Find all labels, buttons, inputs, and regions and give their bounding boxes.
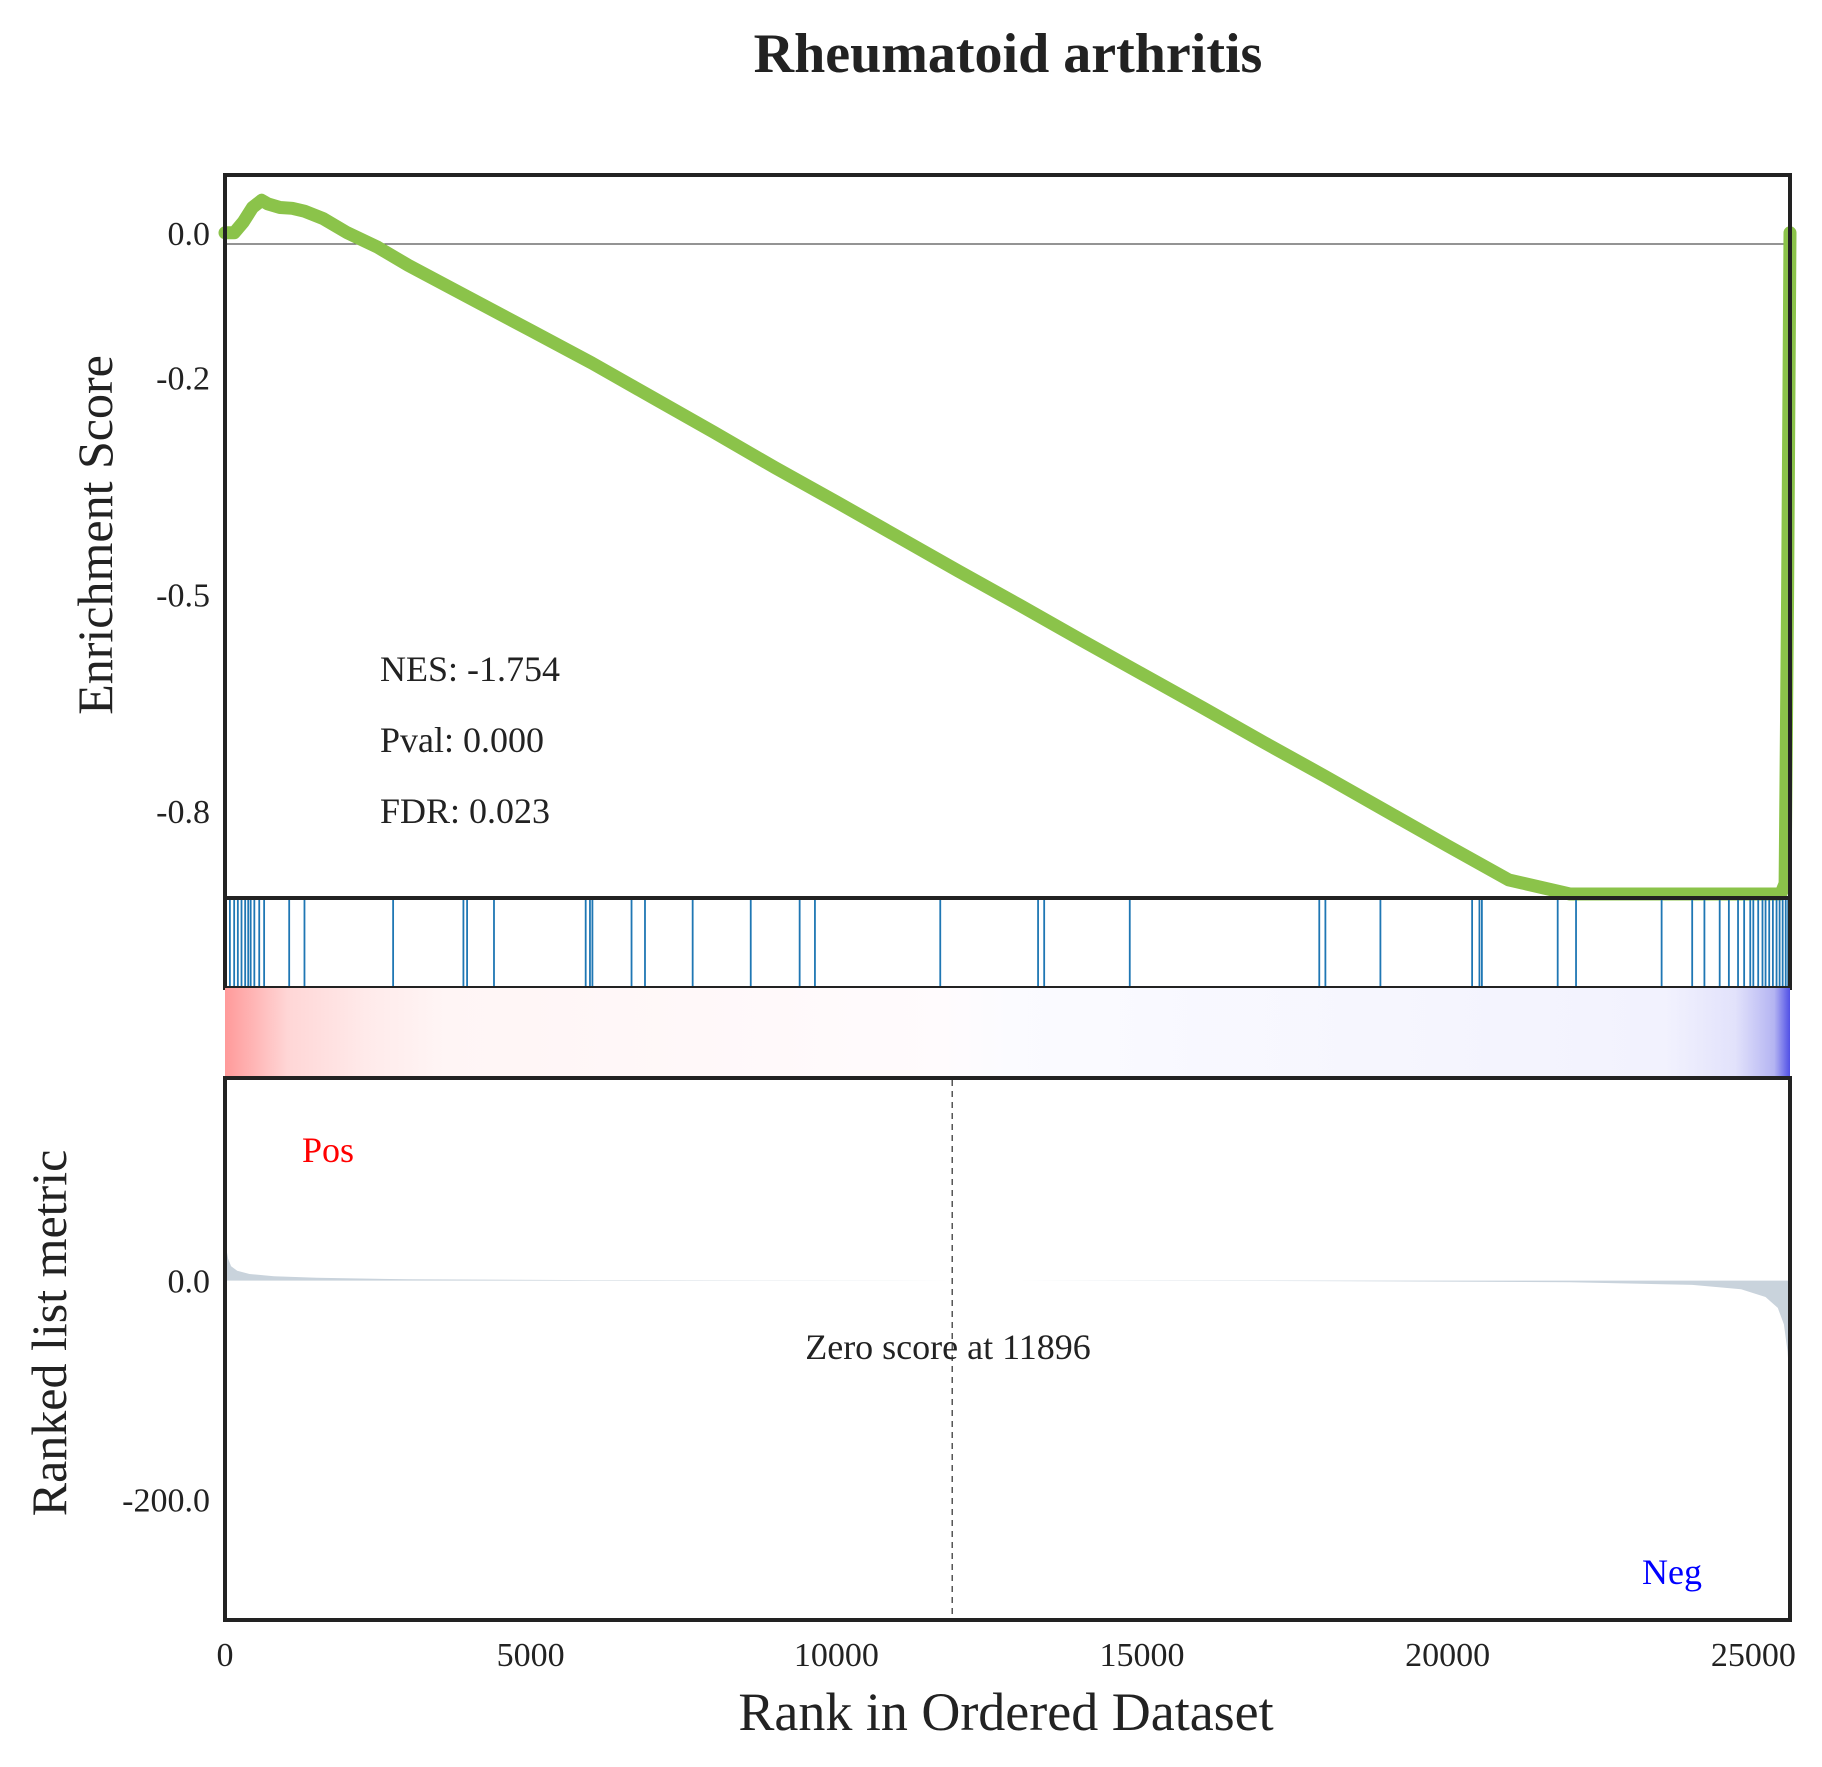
gene-hit-panel <box>223 896 1792 990</box>
pval-label: Pval: 0.000 <box>380 720 544 760</box>
gene-hit-markers <box>228 898 1790 988</box>
zero-score-label: Zero score at 11896 <box>805 1327 1091 1367</box>
chart-title: Rheumatoid arthritis <box>754 23 1263 85</box>
es-y-tick-label: -0.8 <box>156 794 210 831</box>
metric-y-tick-label: 0.0 <box>168 1264 211 1301</box>
nes-label: NES: -1.754 <box>380 649 560 689</box>
x-tick-label: 25000 <box>1711 1637 1796 1674</box>
x-tick-label: 20000 <box>1405 1637 1490 1674</box>
hits-panel-frame <box>223 896 1792 990</box>
rank-heatmap-bar <box>225 988 1790 1078</box>
es-y-tick-label: -0.2 <box>156 360 210 397</box>
metric-y-axis-label: Ranked list metric <box>21 1150 77 1517</box>
x-axis-ticks: 0 5000 10000 15000 20000 25000 <box>217 1637 1796 1674</box>
metric-y-ticks: 0.0 -200.0 <box>122 1264 210 1520</box>
x-axis-label: Rank in Ordered Dataset <box>738 1682 1273 1742</box>
metric-panel-frame <box>223 1076 1792 1622</box>
es-y-ticks: 0.0 -0.2 -0.5 -0.8 <box>156 216 210 831</box>
es-y-tick-label: 0.0 <box>168 216 211 253</box>
x-tick-label: 5000 <box>497 1637 565 1674</box>
neg-label: Neg <box>1642 1552 1702 1592</box>
es-y-tick-label: -0.5 <box>156 577 210 614</box>
x-tick-label: 10000 <box>794 1637 879 1674</box>
metric-y-tick-label: -200.0 <box>122 1483 210 1520</box>
es-panel-frame <box>223 173 1792 900</box>
enrichment-score-curve <box>218 193 1797 901</box>
fdr-label: FDR: 0.023 <box>380 791 550 831</box>
es-y-axis-label: Enrichment Score <box>67 355 123 715</box>
x-tick-label: 0 <box>217 1637 234 1674</box>
ranked-list-metric-panel: 0.0 -200.0 Zero score at 11896 Pos Neg Ra… <box>21 1076 1792 1622</box>
enrichment-score-panel: 0.0-0.2-0.5-0.8 NES: -1.754 Pval: 0.000 … <box>67 173 1797 901</box>
pos-label: Pos <box>302 1130 354 1170</box>
x-tick-label: 15000 <box>1099 1637 1184 1674</box>
